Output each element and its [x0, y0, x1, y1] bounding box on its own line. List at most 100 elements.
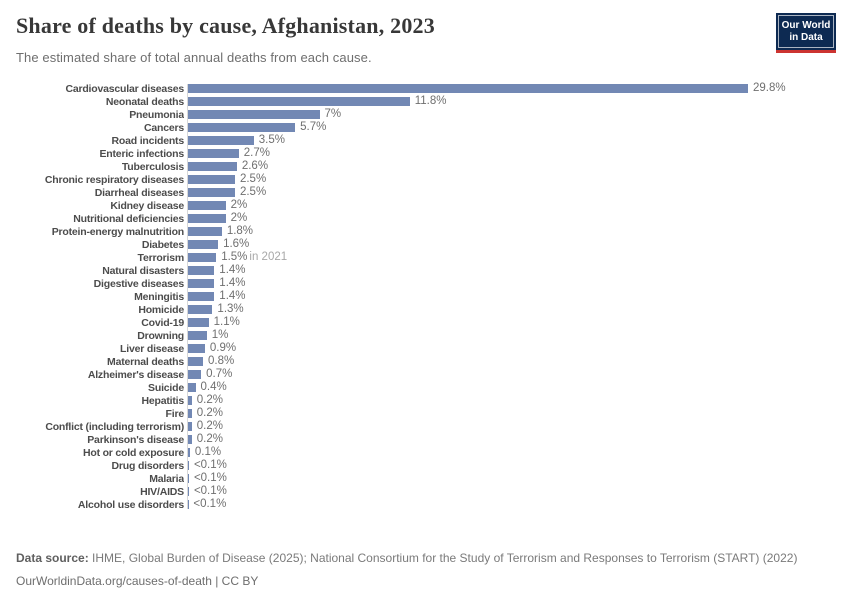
value-label: <0.1%: [193, 471, 227, 484]
category-label: Protein-energy malnutrition: [51, 225, 184, 238]
bar-track: 1.3%: [184, 303, 834, 316]
bar[interactable]: [188, 266, 215, 275]
category-label: Diarrheal diseases: [94, 186, 184, 199]
bar-row: Fire 0.2%: [8, 407, 834, 420]
bar[interactable]: [188, 279, 215, 288]
bar[interactable]: [188, 396, 192, 405]
bar[interactable]: [188, 188, 235, 197]
bar[interactable]: [188, 422, 192, 431]
value-label: 0.2%: [196, 419, 223, 432]
bar[interactable]: [188, 487, 189, 496]
bar[interactable]: [188, 344, 205, 353]
category-label: Kidney disease: [110, 199, 184, 212]
category-label: Drowning: [137, 329, 184, 342]
value-label: 0.2%: [196, 406, 223, 419]
bar[interactable]: [188, 409, 192, 418]
bar-track: <0.1%: [184, 472, 834, 485]
bar-row: Conflict (including terrorism) 0.2%: [8, 420, 834, 433]
bar-track: 2.7%: [184, 147, 834, 160]
bar-track: 0.4%: [184, 381, 834, 394]
owid-logo-line1: Our World: [781, 19, 831, 31]
category-label: Alzheimer's disease: [87, 368, 184, 381]
value-label: 0.2%: [196, 393, 223, 406]
bar[interactable]: [188, 84, 748, 93]
bar[interactable]: [188, 110, 320, 119]
bar-track: 2%: [184, 212, 834, 225]
owid-logo-red-bar: [776, 50, 836, 53]
bar-track: 2.6%: [184, 160, 834, 173]
bar[interactable]: [188, 253, 217, 262]
category-label: Covid-19: [141, 316, 184, 329]
value-label: 2.5%: [239, 185, 267, 198]
bar-row: Road incidents 3.5%: [8, 134, 834, 147]
bar[interactable]: [188, 175, 235, 184]
bar-row: Covid-19 1.1%: [8, 316, 834, 329]
value-label: 2.6%: [241, 159, 269, 172]
category-label: Hot or cold exposure: [82, 446, 184, 459]
bar-track: 1.5% in 2021: [184, 251, 834, 264]
category-label: Fire: [165, 407, 184, 420]
category-label: Chronic respiratory diseases: [44, 173, 184, 186]
bar-row: Alzheimer's disease 0.7%: [8, 368, 834, 381]
value-label: 1.5%: [221, 250, 248, 263]
bar-row: HIV/AIDS <0.1%: [8, 485, 834, 498]
bar[interactable]: [188, 318, 209, 327]
bar-track: 0.2%: [184, 433, 834, 446]
bar-track: 5.7%: [184, 121, 834, 134]
value-label: 1.1%: [213, 315, 240, 328]
category-label: Suicide: [148, 381, 184, 394]
bar[interactable]: [188, 370, 202, 379]
bar[interactable]: [188, 149, 239, 158]
bar-row: Parkinson's disease 0.2%: [8, 433, 834, 446]
bar[interactable]: [188, 448, 190, 457]
value-label: 1.4%: [219, 289, 246, 302]
bar-row: Enteric infections 2.7%: [8, 147, 834, 160]
category-label: Parkinson's disease: [87, 433, 184, 446]
value-label: 1.8%: [226, 224, 254, 237]
bar[interactable]: [188, 227, 222, 236]
category-label: Meningitis: [134, 290, 184, 303]
bar[interactable]: [188, 162, 237, 171]
bar[interactable]: [188, 240, 219, 249]
bar-track: 11.8%: [184, 95, 834, 108]
category-label: Conflict (including terrorism): [45, 420, 184, 433]
bar-row: Hot or cold exposure 0.1%: [8, 446, 834, 459]
bar-track: 0.7%: [184, 368, 834, 381]
bar-row: Meningitis 1.4%: [8, 290, 834, 303]
value-label: <0.1%: [193, 484, 227, 497]
owid-logo-line2: in Data: [789, 31, 823, 43]
category-label: Cardiovascular diseases: [65, 82, 184, 95]
value-label: 0.2%: [196, 432, 223, 445]
page-title: Share of deaths by cause, Afghanistan, 2…: [16, 13, 435, 38]
bar[interactable]: [188, 214, 226, 223]
value-label: 7%: [324, 107, 342, 120]
bar-track: <0.1%: [184, 498, 834, 511]
bar-track: 0.9%: [184, 342, 834, 355]
bar[interactable]: [188, 305, 213, 314]
bar[interactable]: [188, 331, 207, 340]
bar[interactable]: [188, 357, 204, 366]
value-note: in 2021: [249, 250, 288, 263]
value-label: 2.5%: [239, 172, 267, 185]
bar[interactable]: [188, 123, 296, 132]
data-source-text: IHME, Global Burden of Disease (2025); N…: [92, 551, 798, 566]
value-label: 1%: [211, 328, 229, 341]
bar-row: Protein-energy malnutrition 1.8%: [8, 225, 834, 238]
bar[interactable]: [188, 435, 192, 444]
category-label: Homicide: [138, 303, 184, 316]
bar[interactable]: [188, 292, 215, 301]
value-label: 11.8%: [414, 94, 447, 107]
data-source-label: Data source:: [16, 551, 89, 566]
bar[interactable]: [188, 136, 254, 145]
bar[interactable]: [188, 474, 189, 483]
bar-row: Kidney disease 2%: [8, 199, 834, 212]
category-label: Enteric infections: [99, 147, 184, 160]
bar-track: 2.5%: [184, 186, 834, 199]
bar[interactable]: [188, 97, 410, 106]
bar[interactable]: [188, 461, 189, 470]
value-label: 1.3%: [217, 302, 244, 315]
bar[interactable]: [188, 201, 226, 210]
chart-subtitle: The estimated share of total annual deat…: [16, 50, 372, 65]
bar-row: Diarrheal diseases 2.5%: [8, 186, 834, 199]
bar[interactable]: [188, 383, 196, 392]
